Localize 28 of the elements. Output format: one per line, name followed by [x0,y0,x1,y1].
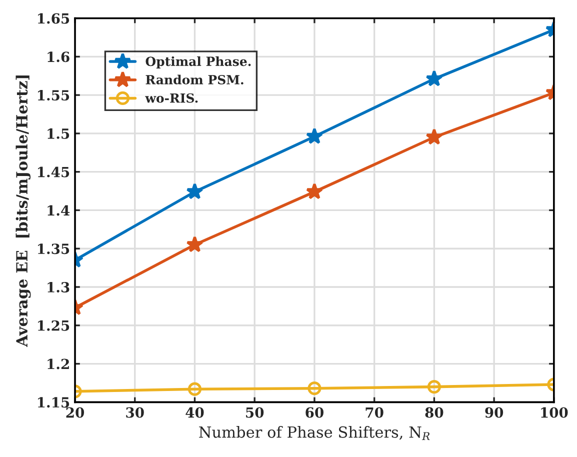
x-tick-label: 80 [425,407,444,418]
y-axis-title: Average EE [bits/mJoule/Hertz] [16,75,31,348]
x-tick-label: 100 [541,407,568,418]
x-axis-title: Number of Phase Shifters, N$_{R}$ [199,426,430,440]
point [306,182,323,200]
x-tick-label: 40 [186,407,204,418]
legend-label: Optimal Phase. [146,56,251,68]
y-tick-label: 1.25 [38,320,70,331]
legend-label: wo-RIS. [145,93,198,103]
y-tick-label: 1.15 [38,397,70,408]
y-tick-label: 1.6 [48,52,70,62]
y-tick-label: 1.2 [48,358,69,370]
y-tick-label: 1.55 [38,90,70,101]
x-tick-label: 90 [485,407,504,418]
point [306,128,323,144]
y-tick-label: 1.35 [38,244,70,254]
x-tick-label: 30 [126,407,144,418]
y-tick-label: 1.3 [48,282,70,292]
x-tick-label: 50 [246,407,264,418]
y-tick-label: 1.65 [38,13,70,24]
y-tick-label: 1.4 [48,205,70,216]
x-tick-label: 60 [306,407,324,418]
x-tick-label: 20 [66,407,84,418]
y-tick-label: 1.45 [38,166,70,178]
y-tick-label: 1.5 [48,128,70,139]
point [308,382,322,396]
legend-label: Random PSM. [146,74,244,84]
x-tick-label: 70 [366,407,384,418]
